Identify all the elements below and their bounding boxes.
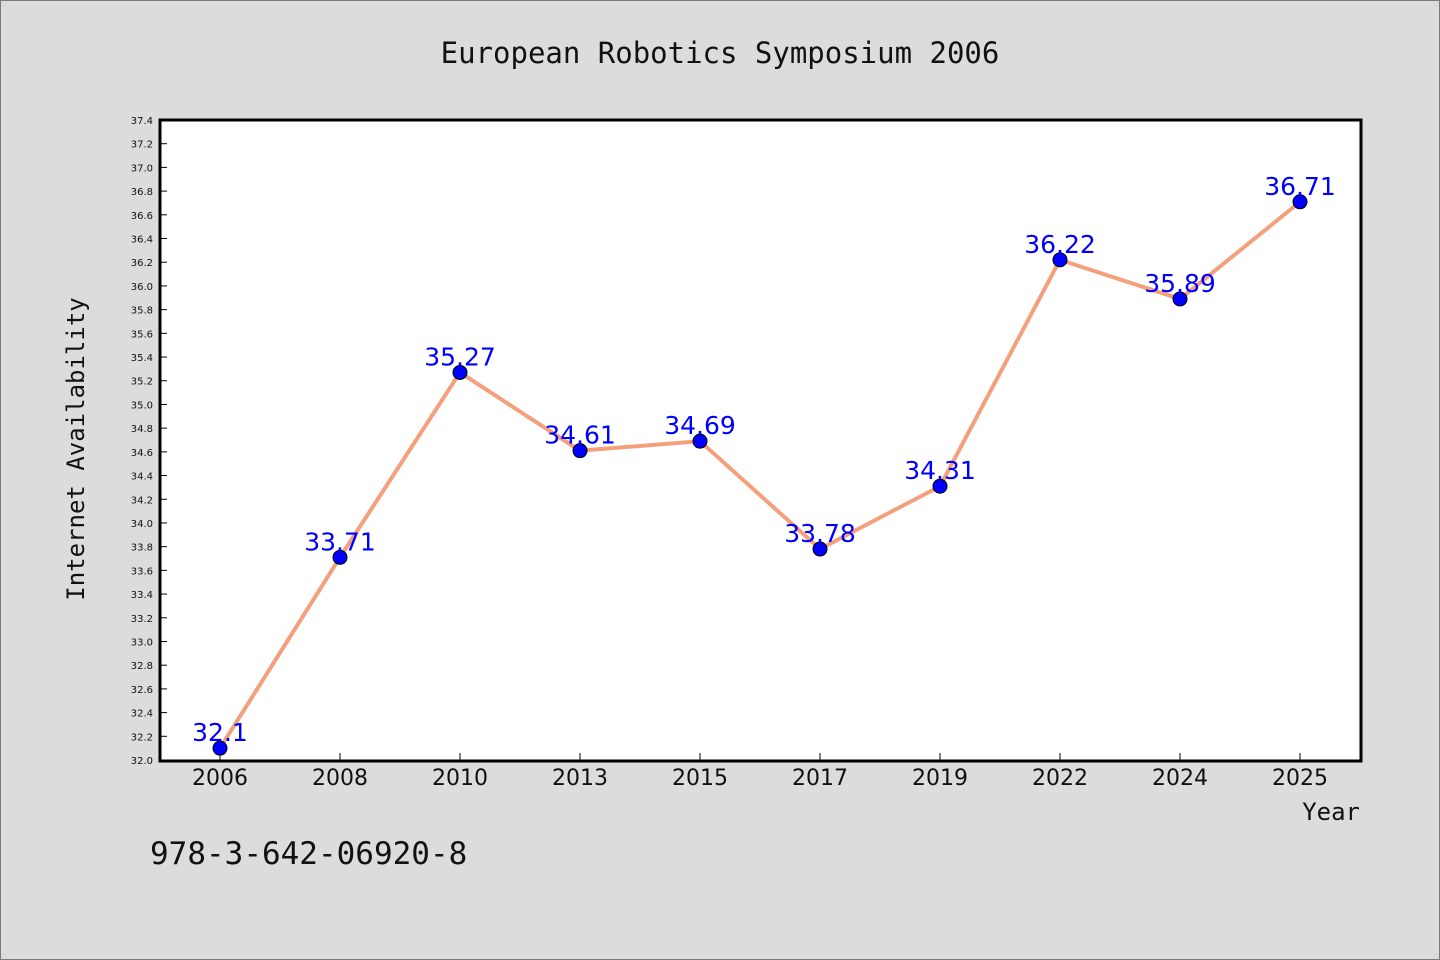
data-point (572, 443, 588, 459)
y-tick-label: 33.4 (131, 590, 153, 601)
data-point (212, 740, 228, 756)
data-label: 32.1 (192, 718, 248, 747)
y-tick-label: 34.0 (131, 519, 153, 530)
data-label: 34.69 (664, 411, 736, 440)
y-tick-label: 33.8 (131, 543, 153, 554)
data-label: 33.71 (304, 527, 376, 556)
data-label: 34.31 (904, 456, 976, 485)
y-tick-label: 34.8 (131, 424, 153, 435)
x-tick-label: 2017 (792, 766, 848, 791)
x-axis-label: Year (1302, 798, 1360, 826)
y-tick-label: 35.6 (131, 329, 153, 340)
x-tick-label: 2010 (432, 766, 488, 791)
data-label: 33.78 (784, 519, 856, 548)
y-tick-label: 32.8 (131, 661, 153, 672)
y-tick-label: 35.8 (131, 306, 153, 317)
y-tick-label: 37.2 (131, 140, 153, 151)
y-tick-label: 32.4 (131, 709, 153, 720)
data-label: 34.61 (544, 421, 616, 450)
x-tick-label: 2015 (672, 766, 728, 791)
data-point (1292, 194, 1308, 210)
y-tick-label: 35.2 (131, 377, 153, 388)
x-tick-label: 2019 (912, 766, 968, 791)
y-tick-label: 36.0 (131, 282, 153, 293)
x-tick-label: 2013 (552, 766, 608, 791)
y-tick-label: 34.2 (131, 495, 153, 506)
y-tick-label: 33.6 (131, 566, 153, 577)
y-axis: 32.0 32.2 32.4 32.6 32.8 33.0 33.2 33.4 33.6 33.8… (131, 116, 167, 767)
y-tick-label: 36.4 (131, 235, 153, 246)
data-point (332, 549, 348, 565)
data-point (1052, 252, 1068, 268)
plot-area (158, 118, 1363, 763)
y-axis-label: Internet Availability (62, 297, 90, 600)
y-tick-label: 36.8 (131, 187, 153, 198)
x-tick-label: 2006 (192, 766, 248, 791)
series-line (218, 199, 1302, 751)
x-tick-label: 2024 (1152, 766, 1208, 791)
data-point (812, 541, 828, 557)
x-tick-label: 2008 (312, 766, 368, 791)
x-tick-label: 2025 (1272, 766, 1328, 791)
y-tick-label: 32.6 (131, 685, 153, 696)
isbn-text: 978-3-642-06920-8 (150, 836, 467, 872)
y-tick-label: 32.0 (131, 756, 153, 767)
chart-title: European Robotics Symposium 2006 (441, 36, 1000, 70)
y-tick-label: 35.4 (131, 353, 153, 364)
y-tick-label: 32.2 (131, 732, 153, 743)
y-tick-label: 33.2 (131, 614, 153, 625)
data-label: 35.89 (1144, 269, 1216, 298)
x-axis: 2006 2008 2010 2013 2015 2017 2019 2022 2024 2025 (192, 753, 1328, 791)
data-label: 35.27 (424, 342, 496, 371)
x-tick-label: 2022 (1032, 766, 1088, 791)
data-point (692, 433, 708, 449)
data-label: 36.71 (1264, 172, 1336, 201)
y-tick-label: 36.6 (131, 211, 153, 222)
y-tick-label: 34.4 (131, 472, 153, 483)
data-point (1172, 291, 1188, 307)
y-tick-label: 35.0 (131, 400, 153, 411)
y-tick-label: 36.2 (131, 258, 153, 269)
series-layer: 32.1 33.71 35.27 34.61 34.69 33.78 34.31 36.22 3… (192, 172, 1336, 756)
y-tick-label: 37.0 (131, 163, 153, 174)
data-point (932, 478, 948, 494)
data-label: 36.22 (1024, 230, 1096, 259)
y-tick-label: 34.6 (131, 448, 153, 459)
y-tick-label: 33.0 (131, 637, 153, 648)
y-tick-label: 37.4 (131, 116, 153, 127)
data-point (452, 364, 468, 380)
